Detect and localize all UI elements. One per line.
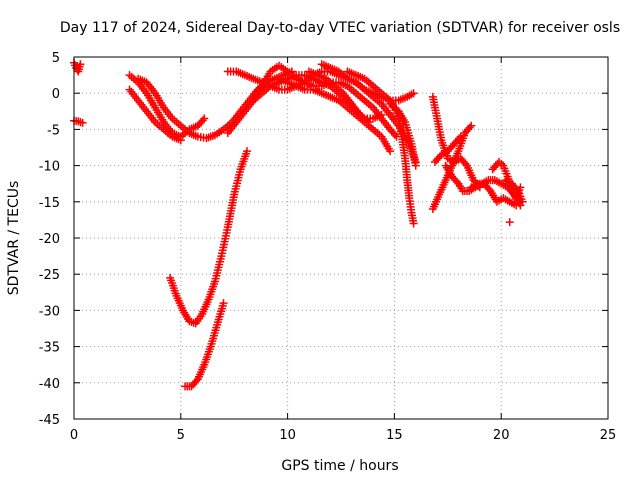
tick-labels: 0 5 10 15 20 25 5 0 -5 -10 -15 -20 -25 -30 -35 -40 -45 — [39, 51, 617, 443]
series-arc-n — [343, 67, 418, 228]
series-arc-d — [125, 85, 185, 145]
x-tick-label: 20 — [493, 428, 510, 443]
tick-layer — [73, 56, 609, 420]
y-tick-label: -40 — [39, 377, 60, 392]
data-point — [219, 299, 228, 308]
data-point — [456, 132, 465, 141]
y-tick-label: 5 — [52, 51, 60, 66]
data-point — [76, 60, 85, 69]
data-point — [518, 197, 527, 206]
data-point — [452, 177, 461, 186]
series-arc-v — [501, 176, 527, 206]
series-arc-l — [304, 67, 373, 127]
x-tick-label: 5 — [177, 428, 185, 443]
data-point — [200, 114, 209, 123]
y-tick-label: -10 — [39, 160, 60, 175]
y-tick-label: -25 — [39, 268, 60, 283]
data-point — [364, 118, 373, 127]
series-arc-k — [275, 74, 395, 156]
data-point — [512, 185, 521, 194]
series-arc-f — [166, 147, 252, 328]
series-arc-w — [505, 218, 514, 227]
data-point — [455, 134, 464, 143]
x-tick-label: 15 — [386, 428, 403, 443]
data-point — [390, 130, 399, 139]
x-tick-label: 25 — [600, 428, 617, 443]
data-point — [461, 159, 470, 168]
data-points-layer — [70, 58, 527, 391]
data-point — [409, 219, 418, 228]
x-tick-label: 10 — [279, 428, 296, 443]
series-arc-m — [317, 60, 418, 105]
data-point — [386, 147, 395, 156]
chart-title: Day 117 of 2024, Sidereal Day-to-day VTE… — [60, 20, 620, 36]
data-point — [243, 147, 252, 156]
y-tick-label: -30 — [39, 304, 60, 319]
data-point — [467, 121, 476, 130]
y-axis-label: SDTVAR / TECUs — [6, 181, 22, 296]
y-tick-label: -5 — [47, 123, 60, 138]
y-tick-label: -45 — [39, 413, 60, 428]
data-point — [411, 161, 420, 170]
y-tick-label: -15 — [39, 196, 60, 211]
y-tick-label: -35 — [39, 341, 60, 356]
data-point — [409, 89, 418, 98]
series-arc-o — [386, 100, 420, 170]
data-point — [465, 123, 474, 132]
data-point — [78, 118, 87, 127]
x-axis-label: GPS time / hours — [281, 458, 398, 474]
data-point — [198, 116, 207, 125]
series-arc-r — [430, 132, 465, 166]
series-arc-j — [249, 61, 401, 141]
data-point — [192, 376, 201, 385]
series-arc-t — [467, 179, 521, 210]
y-tick-label: 0 — [52, 87, 60, 102]
data-point — [176, 136, 185, 145]
data-point — [512, 201, 521, 210]
data-point — [505, 218, 514, 227]
x-tick-label: 0 — [70, 428, 78, 443]
series-arc-g — [181, 299, 228, 391]
y-tick-label: -20 — [39, 232, 60, 247]
